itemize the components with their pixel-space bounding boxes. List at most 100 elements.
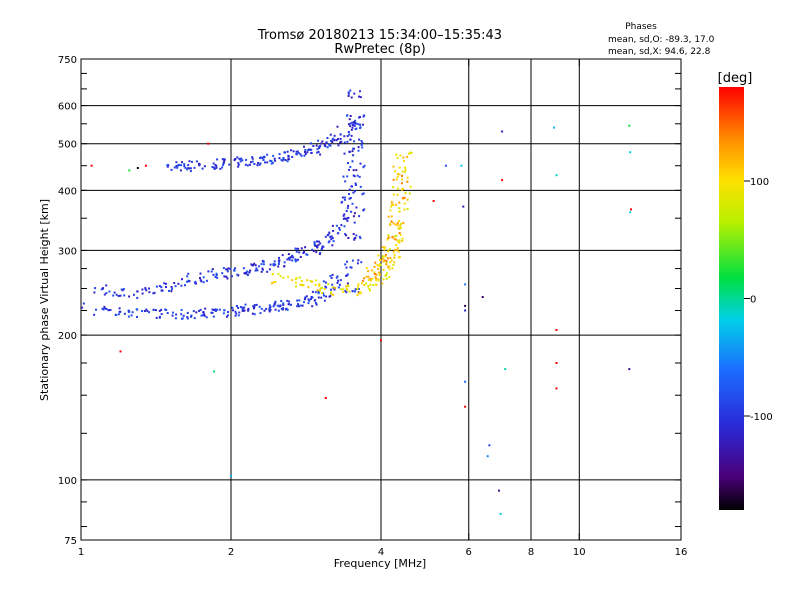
- echo-point: [346, 219, 349, 222]
- echo-point: [170, 290, 173, 293]
- echo-point: [273, 157, 276, 160]
- echo-point: [346, 175, 349, 178]
- echo-point: [269, 305, 272, 308]
- echo-point: [202, 281, 205, 284]
- echo-point: [317, 243, 320, 246]
- echo-point: [241, 306, 244, 309]
- echo-point: [177, 282, 180, 285]
- echo-point: [258, 265, 260, 268]
- echo-point: [382, 260, 385, 263]
- y-axis-label: Stationary phase Virtual Height [km]: [38, 199, 51, 401]
- echo-point: [339, 137, 342, 140]
- echo-point: [345, 218, 348, 220]
- echo-point: [289, 256, 292, 259]
- echo-point: [359, 123, 362, 126]
- echo-point: [362, 166, 365, 169]
- echo-point: [396, 249, 399, 252]
- echo-point: [105, 292, 108, 295]
- echo-point: [288, 258, 291, 261]
- echo-point: [332, 293, 335, 296]
- echo-point: [303, 154, 306, 157]
- echo-point: [225, 268, 228, 271]
- echo-point: [223, 275, 226, 278]
- echo-point: [331, 244, 334, 247]
- echo-point: [297, 247, 300, 250]
- echo-point: [319, 242, 322, 245]
- echo-point: [316, 151, 319, 154]
- echo-point: [215, 166, 218, 169]
- echo-point: [312, 145, 315, 147]
- echo-point: [175, 161, 178, 164]
- echo-point: [504, 368, 507, 371]
- echo-point: [274, 159, 277, 162]
- echo-point: [278, 256, 280, 259]
- echo-point: [392, 186, 395, 189]
- colorbar-tick-label: 0: [750, 295, 756, 306]
- echo-point: [216, 158, 219, 161]
- echo-point: [250, 263, 253, 266]
- echo-point: [112, 294, 115, 297]
- echo-point: [268, 304, 271, 307]
- echo-point: [235, 305, 238, 307]
- echo-point: [244, 303, 247, 306]
- echo-point: [184, 166, 187, 169]
- echo-point: [398, 201, 401, 204]
- echo-point: [409, 151, 412, 154]
- echo-point: [274, 263, 277, 266]
- echo-point: [203, 314, 206, 317]
- echo-point: [213, 167, 216, 170]
- echo-point: [274, 308, 277, 311]
- echo-point: [286, 308, 289, 311]
- echo-point: [223, 309, 226, 312]
- echo-point: [555, 174, 558, 177]
- chart-subtitle: RwPretec (8p): [334, 42, 425, 57]
- echo-point: [406, 180, 409, 183]
- echo-point: [266, 153, 269, 156]
- echo-point: [268, 308, 271, 311]
- echo-point: [117, 313, 120, 316]
- echo-point: [396, 224, 399, 227]
- echo-point: [377, 279, 380, 282]
- echo-point: [274, 300, 277, 303]
- echo-point: [212, 315, 215, 318]
- echo-point: [216, 276, 219, 279]
- echo-point: [347, 285, 350, 288]
- echo-point: [384, 253, 387, 256]
- echo-point: [93, 291, 96, 294]
- y-tick-label: 100: [58, 476, 77, 487]
- echo-point: [628, 124, 631, 127]
- echo-point: [395, 234, 398, 237]
- echo-point: [163, 282, 166, 285]
- echo-point: [216, 308, 219, 311]
- echo-point: [251, 264, 254, 267]
- echo-point: [341, 196, 344, 199]
- echo-point: [335, 139, 338, 142]
- echo-point: [215, 165, 218, 168]
- echo-point: [302, 252, 305, 254]
- echo-point: [349, 266, 352, 269]
- echo-point: [270, 160, 273, 163]
- echo-point: [355, 234, 358, 237]
- echo-point: [358, 138, 361, 141]
- echo-point: [278, 153, 281, 156]
- echo-point: [355, 122, 358, 125]
- echo-point: [403, 170, 406, 173]
- echo-point: [109, 309, 112, 311]
- echo-point: [287, 155, 290, 158]
- echo-point: [328, 143, 331, 146]
- echo-point: [402, 188, 405, 191]
- echo-point: [343, 198, 346, 201]
- echo-point: [346, 282, 349, 285]
- echo-point: [402, 156, 405, 159]
- echo-point: [390, 200, 393, 203]
- echo-point: [280, 300, 283, 302]
- echo-point: [284, 159, 287, 162]
- echo-point: [390, 205, 393, 208]
- echo-point: [369, 289, 371, 292]
- echo-point: [345, 210, 348, 212]
- echo-point: [375, 277, 378, 280]
- echo-point: [298, 251, 301, 254]
- echo-point: [248, 163, 251, 166]
- echo-point: [353, 124, 356, 127]
- echo-point: [317, 292, 320, 295]
